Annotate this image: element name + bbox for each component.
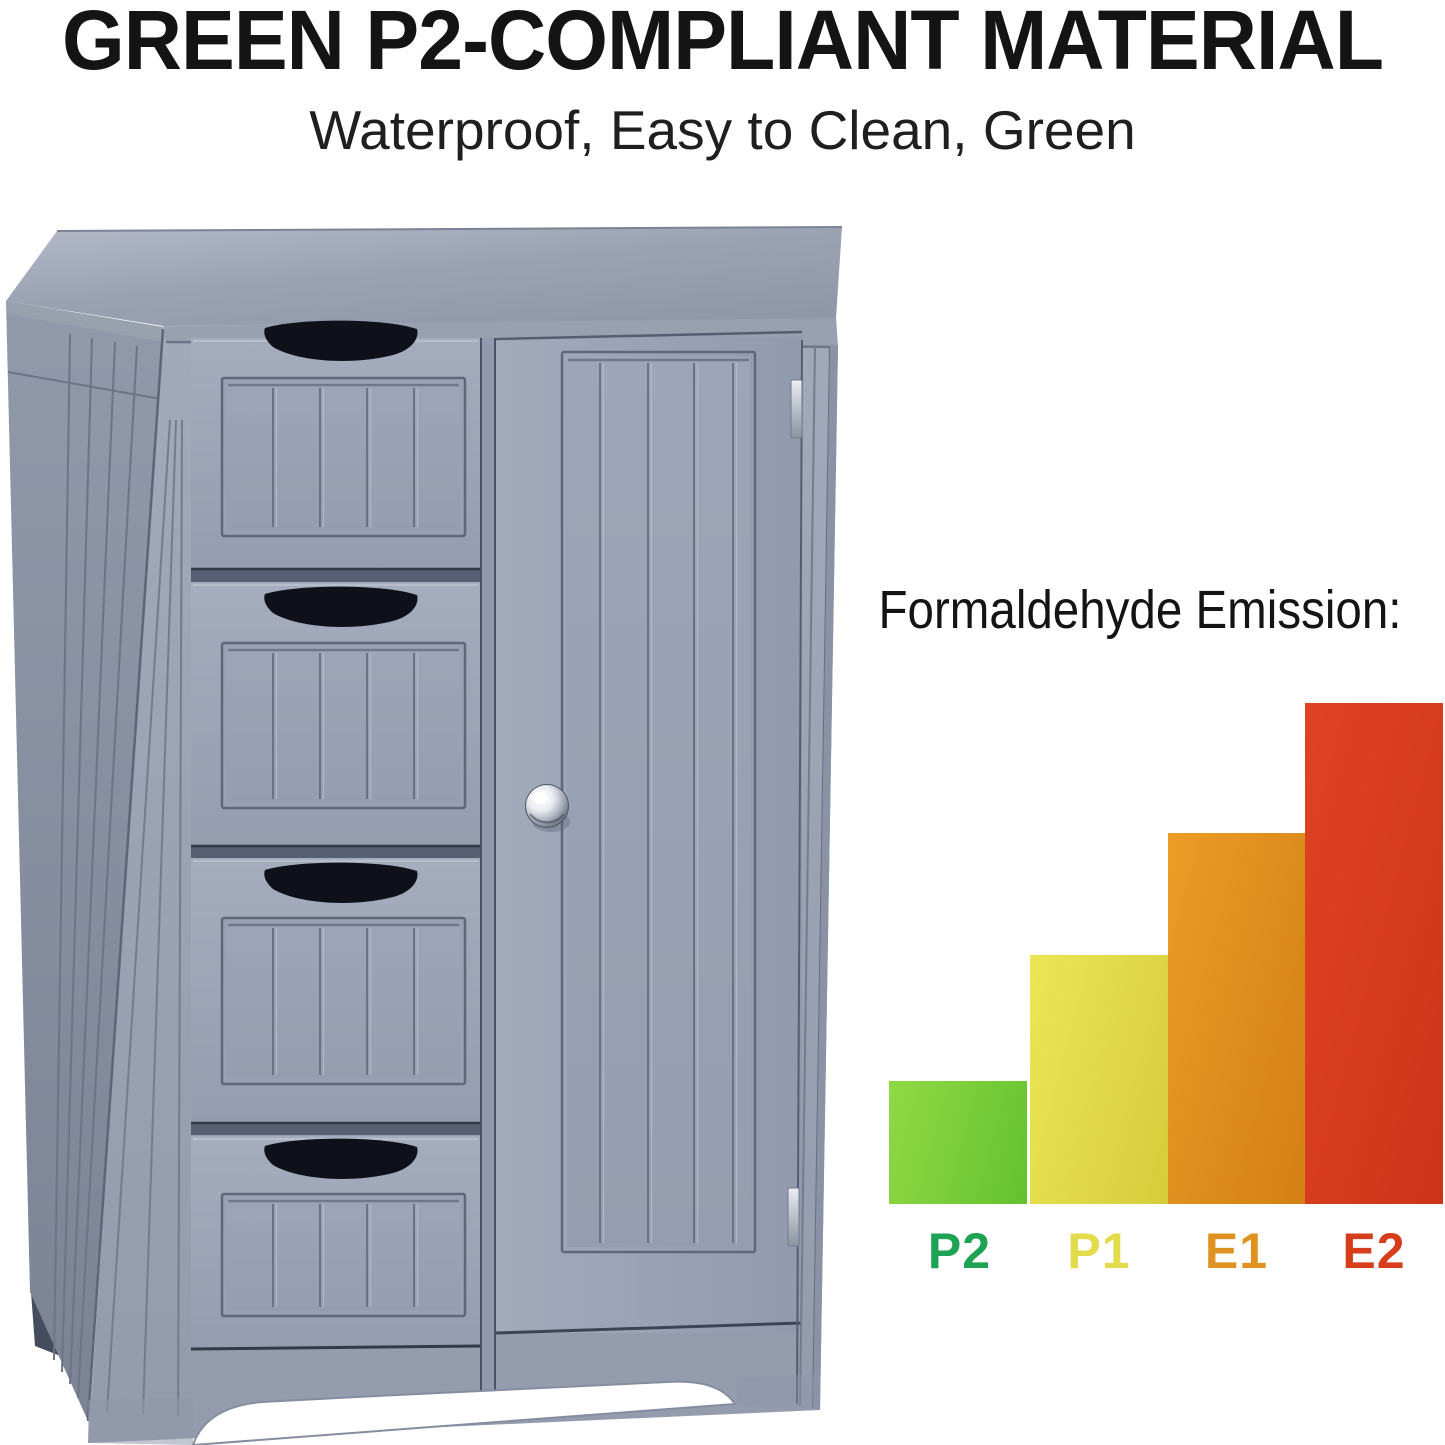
emission-bar-labels: P2 P1 E1 E2 [889,1222,1443,1280]
cabinet-apron [88,1374,820,1445]
page-title: GREEN P2-COMPLIANT MATERIAL [61,0,1384,87]
page-subtitle: Waterproof, Easy to Clean, Green [309,99,1136,161]
bar-e2 [1305,703,1443,1204]
drawer-4 [190,1136,481,1351]
chart-title: Formaldehyde Emission: [878,580,1402,640]
drawer-4-handle-cutout [264,1138,418,1179]
bar-p1 [1030,955,1168,1204]
bar-label-p2: P2 [927,1223,992,1279]
bar-label-e2: E2 [1342,1223,1406,1279]
emission-bar-chart [889,703,1443,1204]
drawer-1-handle-cutout [264,320,418,361]
bar-column-e2 [1305,703,1443,1204]
bar-label-p1: P1 [1067,1223,1131,1279]
drawer-1 [191,320,480,582]
drawer-3 [191,858,480,1135]
drawer-3-handle-cutout [264,862,418,903]
drawer-2 [191,582,480,858]
bar-p2 [889,1081,1027,1204]
bar-column-p1 [1030,955,1168,1204]
drawer-2-handle-cutout [264,586,418,627]
bar-e1 [1168,833,1305,1204]
cabinet-side-panel [6,301,163,1421]
bar-column-e1 [1168,833,1305,1204]
cabinet-door [495,330,803,1405]
cabinet-right-stile [799,344,838,1410]
door-knob [525,784,570,832]
door-hinge-bottom [787,1187,800,1247]
bar-label-e1: E1 [1204,1223,1269,1279]
cabinet-left-stile [86,328,183,1422]
cabinet-center-stile [480,338,496,1400]
bar-column-p2 [889,1081,1030,1204]
door-hinge-top [790,379,803,439]
